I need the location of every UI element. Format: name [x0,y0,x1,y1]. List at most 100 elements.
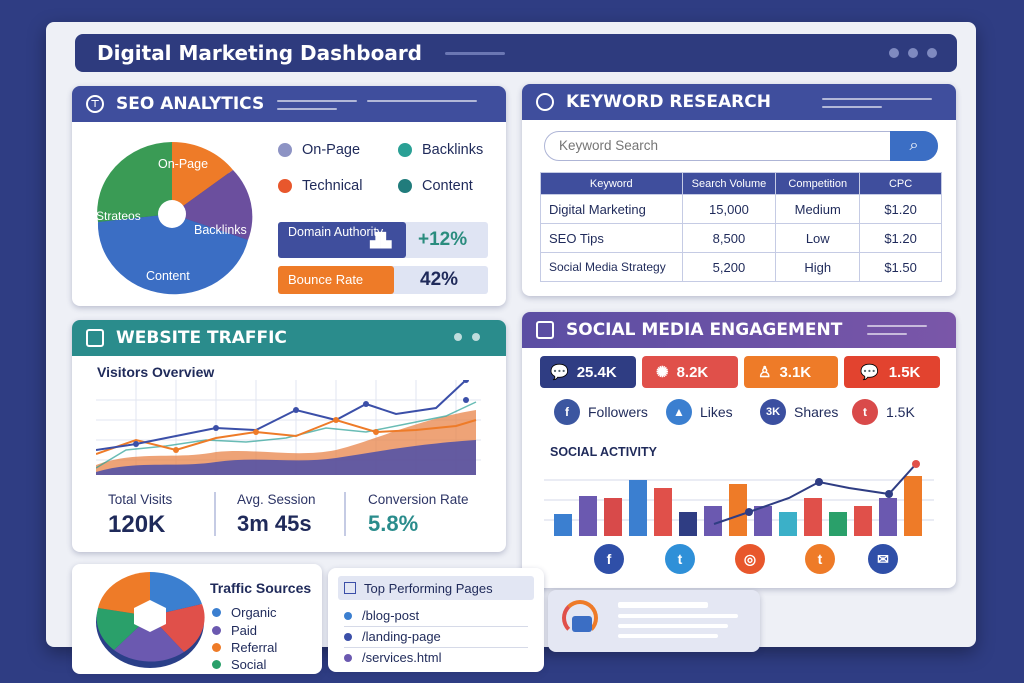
badge-icon: ✺ [656,364,669,381]
col-header-competition[interactable]: Competition [775,172,861,195]
col-header-cpc[interactable]: CPC [859,172,942,195]
pill-comments-count[interactable]: 💬 1.5K [844,356,940,388]
activity-bar [729,484,747,536]
keyword-search-input[interactable] [559,138,869,153]
table-row[interactable]: Digital Marketing 15,000 Medium $1.20 [540,194,942,224]
col-header-keyword[interactable]: Keyword [540,172,683,195]
search-icon: ⌕ [909,137,919,154]
stat-avg-session: Avg. Session 3m 45s [237,492,316,536]
social-media-panel: SOCIAL MEDIA ENGAGEMENT 💬 25.4K ✺ 8.2K ♙ 3.… [522,312,956,588]
pie-slice-content [97,214,249,295]
twitter-stat: t 1.5K [852,399,915,425]
legend-technical: Technical [278,178,362,194]
comment-icon: 💬 [860,364,879,381]
stat-total-visits: Total Visits 120K [108,492,173,538]
stat-conversion-rate: Conversion Rate 5.8% [368,492,469,536]
window-controls[interactable] [889,48,937,58]
signal-icon [562,600,598,636]
pill-likes-count[interactable]: ✺ 8.2K [642,356,738,388]
social-activity-title: SOCIAL ACTIVITY [550,445,657,459]
bounce-rate-value: 42% [420,269,459,290]
website-traffic-panel: WEBSITE TRAFFIC Visitors Overview Total … [72,320,506,552]
arrow-icon [278,179,292,193]
traffic-area-blue [96,440,476,475]
legend-onpage: On-Page [278,142,360,158]
keyword-title: KEYWORD RESEARCH [566,92,771,112]
user-icon: ♙ [758,364,772,381]
window-dot[interactable] [889,48,899,58]
seo-title: SEO ANALYTICS [116,94,265,114]
page-link-blog[interactable]: /blog-post [344,608,419,623]
keyword-research-panel: KEYWORD RESEARCH ⌕ Keyword Search Volume… [522,84,956,296]
table-row[interactable]: Social Media Strategy 5,200 High $1.50 [540,252,942,282]
title-bar: Digital Marketing Dashboard [75,34,957,72]
window-dot[interactable] [927,48,937,58]
seo-pie-chart: On-Page Strateos Backlinks Content [96,141,253,295]
table-header-row: Keyword Search Volume Competition CPC [540,172,942,195]
chat-bubble-icon: 💬 [550,364,569,381]
table-row[interactable]: SEO Tips 8,500 Low $1.20 [540,223,942,253]
activity-bar [654,488,672,536]
page-link-services[interactable]: /services.html [344,650,441,665]
facebook-icon[interactable]: f [594,544,624,574]
arrow-icon [398,179,412,193]
bounce-rate-card: Bounce Rate 42% [278,266,488,294]
search-button[interactable]: ⌕ [890,131,938,161]
shares-stat: 3K Shares [760,399,838,425]
activity-bar [679,512,697,536]
chart-icon [344,582,356,594]
pie-slice-organic [150,572,202,616]
source-referral: Referral [212,640,277,655]
thumbs-up-icon: ▲ [666,399,692,425]
page-link-landing[interactable]: /landing-page [344,629,441,644]
traffic-line-teal [96,401,477,469]
social-activity-chart [544,460,934,536]
source-organic: Organic [212,605,277,620]
check-icon [278,143,292,157]
activity-bars [554,476,922,536]
top-pages-panel: Top Performing Pages /blog-post /landing… [328,568,544,672]
shares-icon: 3K [760,399,786,425]
window-dot[interactable] [472,333,480,341]
source-paid: Paid [212,623,257,638]
keyword-search-box[interactable]: ⌕ [544,131,938,161]
twitter-icon[interactable]: t [805,544,835,574]
pie-label-backlinks: Backlinks [194,223,247,237]
facebook-icon: f [554,399,580,425]
window-dot[interactable] [454,333,462,341]
pie-label-strategy: Strateos [96,209,141,223]
traffic-title: WEBSITE TRAFFIC [116,328,287,348]
activity-bar [579,496,597,536]
domain-authority-label: Domain Authority [278,222,406,258]
pie-slice-other [98,572,150,616]
hand-pointer-icon [572,616,592,632]
mail-icon[interactable]: ✉ [868,544,898,574]
activity-bar [629,480,647,536]
likes-stat: ▲ Likes [666,399,733,425]
search-icon [536,93,554,111]
activity-bar [779,512,797,536]
activity-bar [554,514,572,536]
top-pages-header: Top Performing Pages [338,576,534,600]
instagram-icon[interactable]: ◎ [735,544,765,574]
pie-slice-strategy [97,142,172,222]
visitors-overview-chart [96,380,481,475]
col-header-search-volume[interactable]: Search Volume [681,172,777,195]
pie-label-content: Content [146,269,190,283]
activity-bar [854,506,872,536]
activity-bar [829,512,847,536]
window-dot[interactable] [908,48,918,58]
pie-slice-onpage [172,141,233,214]
traffic-sources-pie [96,572,205,668]
followers-stat: f Followers [554,399,648,425]
keyword-table: Keyword Search Volume Competition CPC Di… [540,172,942,282]
chat-icon [536,321,554,339]
growth-chart-icon: ▟▙ [370,232,392,248]
pill-followers-count[interactable]: 💬 25.4K [540,356,636,388]
twitter-icon[interactable]: t [665,544,695,574]
notification-card[interactable] [548,590,760,652]
traffic-sources-title: Traffic Sources [210,580,312,596]
pill-users-count[interactable]: ♙ 3.1K [744,356,838,388]
activity-bar [804,498,822,536]
activity-bar [904,476,922,536]
